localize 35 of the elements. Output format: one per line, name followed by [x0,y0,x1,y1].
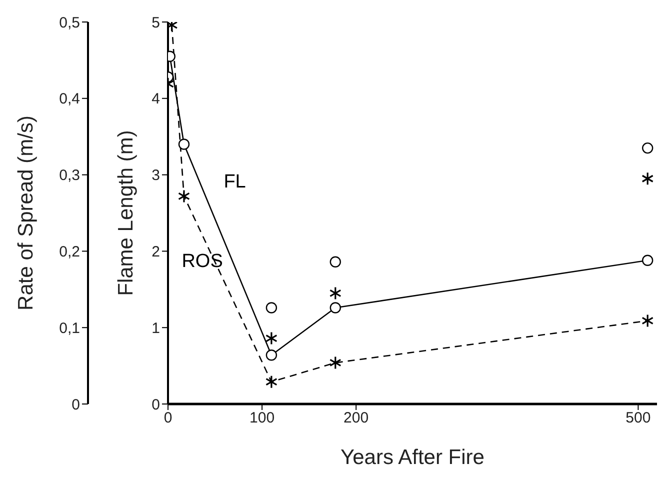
series-label: FL [224,172,246,193]
y-tick-label: 0,4 [59,90,80,108]
point [266,302,278,314]
y2-axis-title: Flame Length (m) [114,130,138,296]
y2-tick-label: 0 [152,396,160,414]
y2-tick-label: 3 [152,167,160,184]
point [265,331,278,346]
y-axis-title: Rate of Spread (m/s) [14,116,38,310]
y-tick-label: 0,2 [59,244,80,261]
point [642,172,654,186]
point [642,142,654,154]
point [329,286,342,300]
point [330,256,341,268]
point [178,189,190,203]
y2-tick-label: 2 [152,244,160,261]
y2-tick-label: 5 [152,14,160,32]
y-tick-label: 0,3 [59,167,80,184]
point [642,254,654,266]
x-tick-label: 100 [250,410,275,427]
y-tick-label: 0,1 [59,320,80,337]
point [329,356,342,370]
y2-tick-label: 4 [152,90,160,108]
series-label: ROS [182,251,223,272]
point [642,314,654,328]
point [266,350,278,361]
x-tick-label: 500 [626,410,651,427]
x-tick-label: 0 [164,410,172,427]
point [265,375,278,389]
point [178,138,190,150]
x-axis-title: Years After Fire [340,446,484,469]
y-tick-label: 0 [72,396,80,414]
y2-tick-label: 1 [152,320,160,337]
point [330,302,341,314]
y-tick-label: 0,5 [59,14,80,32]
x-tick-label: 200 [344,410,369,427]
